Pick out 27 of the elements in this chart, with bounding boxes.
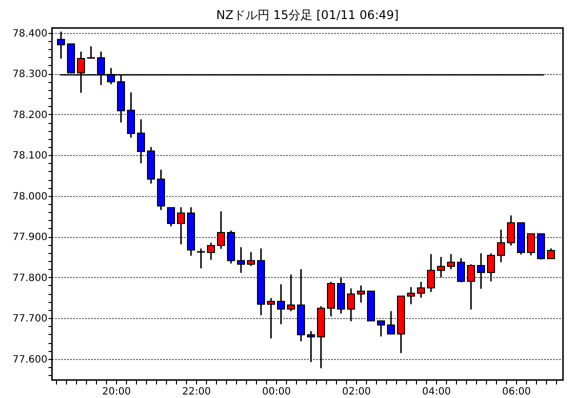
y-tick-label: 77.800 — [12, 272, 48, 284]
candlestick — [547, 248, 555, 260]
y-tick-label: 77.600 — [12, 354, 48, 366]
y-tick-label: 78.400 — [12, 28, 48, 40]
candlestick — [357, 284, 365, 304]
x-tick-label: 02:00 — [342, 386, 371, 398]
y-tick-label: 78.100 — [12, 150, 48, 162]
x-tick-label: 06:00 — [502, 386, 531, 398]
x-tick-label: 04:00 — [422, 386, 451, 398]
y-tick-label: 78.000 — [12, 191, 48, 202]
x-tick-label: 22:00 — [182, 386, 211, 398]
candlestick — [197, 248, 205, 270]
candlestick — [167, 206, 175, 228]
candlestick — [237, 246, 245, 274]
candlestick — [447, 253, 455, 270]
y-tick-label: 77.700 — [12, 314, 48, 325]
candlestick — [417, 281, 425, 298]
y-tick-label: 78.200 — [12, 110, 48, 121]
candlestick — [87, 46, 95, 60]
candlestick — [407, 286, 415, 305]
y-tick-label: 78.300 — [12, 69, 48, 80]
x-tick-label: 20:00 — [102, 386, 131, 398]
candlestick — [207, 242, 215, 261]
candlestick — [247, 251, 255, 267]
x-tick-label: 00:00 — [262, 386, 291, 398]
chart-title: NZドル円 15分足 [01/11 06:49] — [216, 8, 399, 22]
y-tick-label: 77.900 — [12, 232, 48, 244]
